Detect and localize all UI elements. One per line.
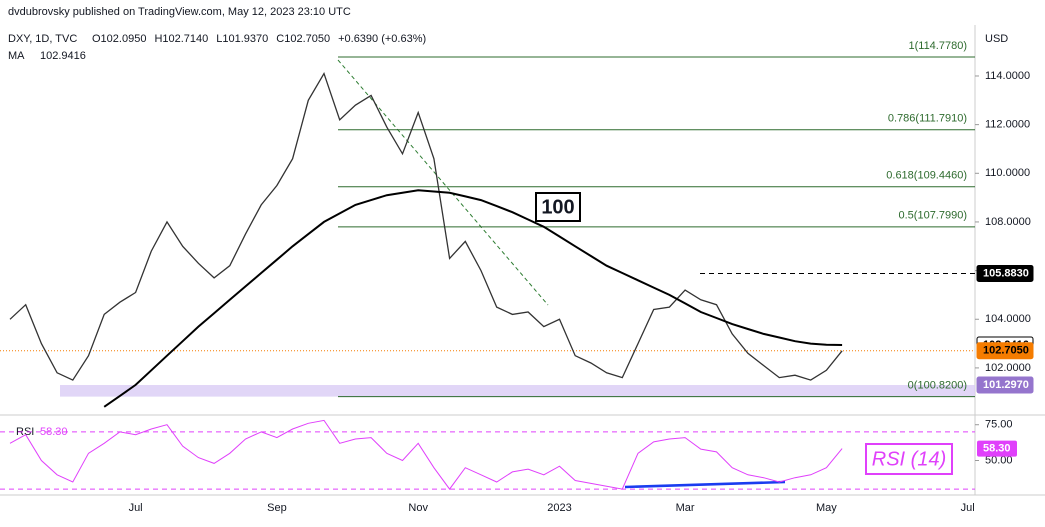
- fib-label: 0.618(109.4460): [886, 170, 967, 182]
- rsi-line: [9, 419, 843, 490]
- y-tick-label: 114.0000: [985, 70, 1030, 82]
- price-tag-label: 105.8830: [983, 267, 1029, 279]
- divergence-line: [624, 480, 786, 489]
- trend-line: [337, 59, 549, 306]
- y-tick-label: 108.0000: [985, 216, 1031, 228]
- rsi-legend: RSI: [16, 426, 34, 438]
- x-tick-label: Jul: [129, 502, 143, 514]
- x-tick-label: Jul: [961, 502, 975, 514]
- ohlc-value: H102.7140: [154, 33, 208, 45]
- y-tick-label: 104.0000: [985, 313, 1031, 325]
- rsi-annotation: RSI (14): [872, 448, 946, 470]
- rsi-tag-label: 58.30: [983, 443, 1011, 455]
- x-tick-label: 2023: [547, 502, 571, 514]
- price-tag: [976, 342, 1034, 360]
- fib-label: 0(100.8200): [908, 380, 967, 392]
- annotation: 100: [541, 196, 574, 218]
- price-tag-label: 102.7050: [983, 345, 1029, 357]
- ma-legend: MA: [8, 50, 25, 62]
- ohlc-value: O102.0950: [92, 33, 146, 45]
- rsi-tag: [977, 440, 1017, 457]
- symbol: DXY, 1D, TVC: [8, 33, 77, 45]
- y-tick-label: 75.00: [985, 419, 1013, 431]
- rsi-value: 58.30: [40, 426, 68, 438]
- price-tag-label: 101.2970: [983, 379, 1029, 391]
- y-tick-label: 50.00: [985, 454, 1013, 466]
- currency: USD: [985, 33, 1008, 45]
- price-tag: [976, 264, 1034, 282]
- y-tick-label: 112.0000: [985, 119, 1030, 131]
- fib-label: 1(114.7780): [908, 40, 967, 52]
- y-tick-label: 110.0000: [985, 167, 1030, 179]
- price-tag: [976, 376, 1034, 394]
- series-line: [9, 71, 843, 381]
- rsi-annotation-box: [865, 443, 953, 475]
- ma-value: 102.9416: [40, 50, 86, 62]
- x-tick-label: Nov: [408, 502, 428, 514]
- annotation-box: [535, 192, 581, 222]
- x-tick-label: Sep: [267, 502, 287, 514]
- series-line: [103, 189, 843, 408]
- support-zone: [60, 385, 975, 397]
- ohlc-value: +0.6390 (+0.63%): [338, 33, 426, 45]
- x-tick-label: Mar: [676, 502, 695, 514]
- ohlc-value: C102.7050: [276, 33, 330, 45]
- publisher: dvdubrovsky published on TradingView.com…: [8, 6, 351, 18]
- fib-label: 0.5(107.7990): [899, 210, 968, 222]
- x-tick-label: May: [816, 502, 837, 514]
- fib-label: 0.786(111.7910): [888, 113, 967, 125]
- ohlc-value: L101.9370: [216, 33, 268, 45]
- y-tick-label: 102.0000: [985, 362, 1031, 374]
